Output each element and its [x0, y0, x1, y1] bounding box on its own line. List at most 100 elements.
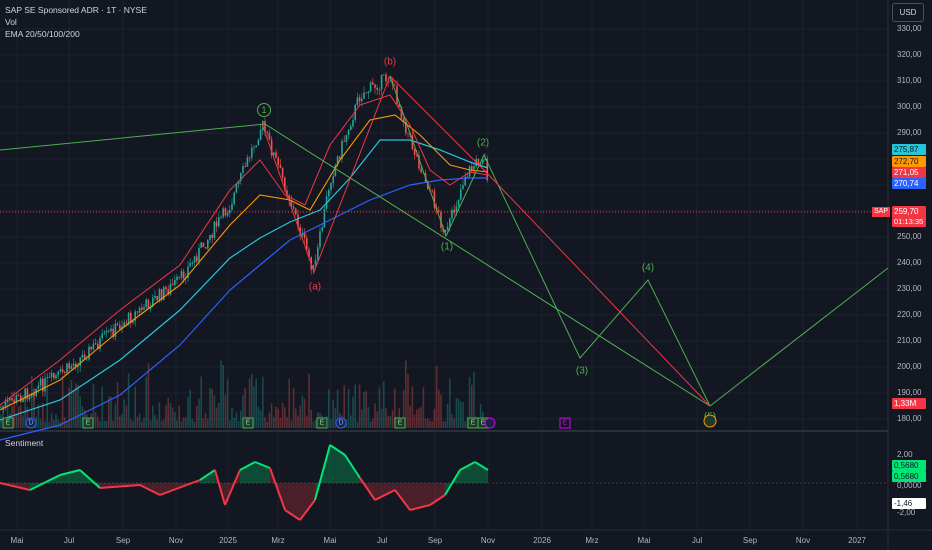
candle-body — [427, 181, 429, 190]
wave-1-label[interactable]: (1) — [440, 241, 454, 253]
volume-bar — [57, 419, 59, 428]
candle-body — [473, 166, 475, 170]
candle-body — [4, 402, 7, 407]
candle-body — [160, 289, 163, 301]
currency-button[interactable]: USD — [892, 3, 924, 22]
candle-body — [198, 247, 200, 262]
volume-bar — [222, 364, 224, 428]
volume-bar — [26, 406, 29, 428]
volume-indicator-title[interactable]: Vol — [5, 17, 17, 27]
sentiment-line — [59, 469, 81, 476]
time-tick-label: Mai — [637, 536, 651, 545]
earnings-event-icon[interactable]: E — [242, 417, 254, 429]
earnings-event-icon[interactable]: E — [82, 417, 94, 429]
candle-body — [464, 176, 466, 186]
candle-body — [266, 131, 268, 134]
volume-bar — [435, 365, 438, 428]
volume-bar — [163, 419, 165, 428]
volume-bar — [97, 416, 99, 428]
candle-body — [367, 91, 370, 94]
volume-bar — [288, 378, 290, 428]
volume-bar — [383, 381, 385, 428]
volume-bar — [387, 415, 389, 428]
sentiment-line — [254, 461, 271, 469]
candle-body — [204, 247, 207, 249]
wave-3-label[interactable]: (3) — [575, 365, 589, 377]
candle-body — [64, 372, 66, 373]
candle-body — [2, 406, 4, 408]
price-tick-label: 330,00 — [897, 24, 922, 33]
candle-body — [127, 312, 130, 324]
sentiment-indicator-title[interactable]: Sentiment — [5, 438, 44, 448]
candle-body — [130, 312, 132, 323]
volume-bar — [413, 414, 416, 428]
candle-body — [471, 166, 473, 170]
volume-bar — [308, 373, 310, 428]
candle-body — [462, 185, 464, 190]
candle-body — [136, 311, 139, 313]
candle-body — [180, 271, 183, 278]
candle-body — [363, 92, 365, 99]
candle-body — [176, 276, 178, 281]
symbol-title[interactable]: SAP SE Sponsored ADR · 1T · NYSE — [5, 5, 147, 15]
candle-body — [116, 323, 119, 325]
wave-4-label[interactable]: (4) — [641, 262, 655, 274]
sentiment-line — [299, 499, 316, 521]
sentiment-area — [60, 470, 80, 483]
volume-bar — [473, 371, 475, 428]
candle-body — [297, 214, 299, 227]
volume-bar — [453, 418, 455, 428]
dividend-event-icon[interactable]: D — [25, 417, 37, 429]
volume-bar — [185, 417, 187, 428]
volume-bar — [160, 421, 163, 428]
price-tick-label: 310,00 — [897, 76, 922, 85]
volume-bar — [193, 421, 196, 428]
candle-body — [449, 218, 451, 227]
sentiment-area — [460, 462, 475, 483]
wave-1-circle-label[interactable]: 1 — [257, 103, 271, 117]
earnings-event-icon[interactable]: E — [2, 417, 14, 429]
sentiment-line — [139, 484, 161, 496]
candle-body — [402, 118, 405, 123]
sentiment-line — [359, 477, 376, 501]
sentiment-line — [459, 461, 476, 471]
candle-body — [178, 276, 180, 278]
volume-bar — [431, 421, 433, 428]
candle-body — [273, 152, 275, 156]
volume-bar — [167, 397, 169, 428]
candle-body — [372, 82, 374, 85]
candle-body — [457, 199, 460, 207]
candle-body — [312, 264, 315, 270]
wave-2-label[interactable]: (2) — [476, 137, 490, 149]
volume-bar — [464, 421, 466, 428]
sentiment-line — [159, 479, 201, 496]
volume-bar — [68, 387, 70, 428]
volume-bar — [61, 375, 64, 428]
wave-b-label[interactable]: (b) — [383, 56, 397, 68]
earnings-event-icon[interactable]: E — [316, 417, 328, 429]
future-earnings-event-icon[interactable]: E — [559, 417, 571, 429]
candle-body — [202, 242, 205, 248]
candle-body — [268, 133, 271, 140]
candle-body — [270, 139, 273, 156]
candle-body — [191, 262, 194, 264]
volume-bar — [13, 391, 15, 428]
ema-indicator-title[interactable]: EMA 20/50/100/200 — [5, 29, 80, 39]
volume-bar — [270, 403, 273, 428]
volume-bar — [17, 406, 20, 428]
candle-body — [350, 126, 352, 130]
dividend-event-icon[interactable]: D — [335, 417, 347, 429]
candle-body — [407, 133, 409, 134]
candle-body — [94, 343, 97, 345]
wave-a-label[interactable]: (a) — [308, 281, 322, 293]
candle-body — [290, 200, 293, 207]
volume-bar — [127, 373, 130, 428]
price-tick-label: 180,00 — [897, 414, 922, 423]
earnings-event-icon[interactable]: E — [394, 417, 406, 429]
volume-bar — [389, 416, 392, 428]
volume-bar — [220, 360, 222, 428]
time-tick-label: Jul — [691, 536, 703, 545]
volume-bar — [297, 415, 299, 428]
volume-bar — [198, 398, 200, 428]
